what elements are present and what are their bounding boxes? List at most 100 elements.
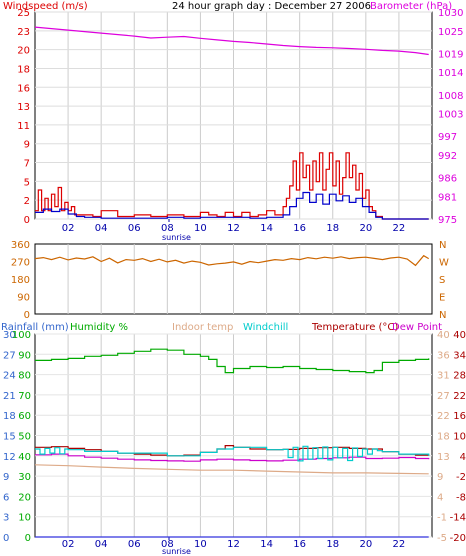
rain-ticks: 0 3 6 9 12 15 18 21 24 27 30: [3, 330, 16, 544]
indoor-tick-label: 9: [437, 472, 443, 483]
hour-tick-label: 20: [359, 539, 372, 550]
hour-tick-label: 02: [62, 223, 75, 234]
sunrise-label-bottom: sunrise: [162, 547, 191, 556]
temperature-ticks: -20 -14 -8 -2 4 10 16 22 28 34 40: [450, 330, 466, 544]
humidity-tick-label: 50: [18, 432, 31, 443]
legend-dewpoint: Dew Point: [392, 322, 442, 333]
hour-tick-label: 04: [95, 539, 108, 550]
temperature-tick-label: 28: [453, 371, 466, 382]
rain-tick-label: 6: [3, 492, 9, 503]
humidity-tick-label: 20: [18, 492, 31, 503]
hour-tick-label: 10: [194, 223, 207, 234]
rain-tick-label: 27: [3, 350, 16, 361]
humidity-tick-label: 70: [18, 391, 31, 402]
rain-tick-label: 3: [3, 513, 9, 524]
hour-tick-label: 08: [161, 539, 174, 550]
humidity-tick-label: 80: [18, 371, 31, 382]
legend-temperature: Temperature (°C): [311, 322, 398, 333]
page-title: 24 hour graph day : December 27 2006: [172, 1, 371, 12]
compass-tick-label: N: [439, 240, 446, 251]
direction-tick-label: 360: [11, 240, 30, 251]
temperature-tick-label: 34: [453, 350, 466, 361]
humidity-tick-label: 90: [18, 350, 31, 361]
hour-tick-label: 08: [161, 223, 174, 234]
indoor-tick-label: 13: [437, 452, 450, 463]
series-line: [35, 348, 430, 374]
direction-tick-label: 180: [11, 275, 30, 286]
legend-humidity: Humidity %: [70, 322, 128, 333]
indoor-tick-label: 40: [437, 330, 450, 341]
indoor-tick-label: 22: [437, 411, 450, 422]
compass-tick-label: W: [439, 258, 449, 269]
series-line: [35, 191, 429, 220]
hour-tick-label: 14: [260, 539, 273, 550]
humidity-tick-label: 30: [18, 472, 31, 483]
hour-tick-label: 20: [359, 223, 372, 234]
windspeed-tick-label: 20: [17, 46, 30, 57]
temperature-tick-label: -14: [450, 513, 466, 524]
direction-tick-label: 90: [17, 293, 30, 304]
legend-windchill: Windchill: [243, 322, 288, 333]
hour-tick-label: 16: [293, 539, 306, 550]
series-line: [35, 152, 429, 220]
indoor-tick-label: 4: [437, 492, 443, 503]
barometer-tick-label: 1019: [438, 49, 463, 60]
series-line: [34, 464, 429, 475]
x-ticks-temperature: 02 04 06 08 10 12 14 16 18 20 22: [62, 539, 406, 550]
hour-tick-label: 04: [95, 223, 108, 234]
windspeed-tick-label: 23: [17, 27, 30, 38]
hour-tick-label: 14: [260, 223, 273, 234]
hour-tick-label: 06: [128, 539, 141, 550]
humidity-tick-label: 60: [18, 411, 31, 422]
grid-temperature: [35, 333, 432, 538]
barometer-tick-label: 1008: [438, 91, 463, 102]
series-line: [34, 26, 429, 56]
hour-tick-label: 12: [227, 539, 240, 550]
rain-tick-label: 12: [3, 452, 16, 463]
windspeed-tick-label: 16: [17, 83, 30, 94]
barometer-tick-label: 1030: [438, 8, 463, 19]
indoor-tick-label: 31: [437, 371, 450, 382]
barometer-tick-label: 975: [438, 215, 457, 226]
right-ticks-barometer: 975 981 986 992 997 1003 1008 1014 1019 1025 1030: [438, 8, 463, 226]
hour-tick-label: 16: [293, 223, 306, 234]
rain-tick-label: 24: [3, 371, 16, 382]
barometer-tick-label: 1025: [438, 27, 463, 38]
indoor-ticks: -5 -1 4 9 13 18 22 27 31 36 40: [437, 330, 450, 544]
humidity-tick-label: 40: [18, 452, 31, 463]
series-line: [35, 453, 430, 462]
compass-tick-label: S: [439, 275, 445, 286]
indoor-tick-label: -5: [437, 533, 447, 544]
barometer-tick-label: 986: [438, 174, 457, 185]
windspeed-tick-label: 11: [17, 121, 30, 132]
temperature-tick-label: -20: [450, 533, 466, 544]
indoor-tick-label: 36: [437, 350, 450, 361]
indoor-tick-label: 27: [437, 391, 450, 402]
direction-tick-label: 270: [11, 258, 30, 269]
indoor-tick-label: 18: [437, 432, 450, 443]
hour-tick-label: 22: [393, 539, 406, 550]
series-wind: [34, 26, 429, 222]
temperature-tick-label: 22: [453, 391, 466, 402]
barometer-tick-label: 1014: [438, 68, 463, 79]
hour-tick-label: 12: [227, 223, 240, 234]
humidity-tick-label: 100: [12, 330, 31, 341]
hour-tick-label: 06: [128, 223, 141, 234]
humidity-tick-label: 0: [25, 533, 31, 544]
windspeed-tick-label: 13: [17, 102, 30, 113]
humidity-ticks: 0 10 20 30 40 50 60 70 80 90 100: [12, 330, 31, 544]
windspeed-tick-label: 0: [24, 215, 30, 226]
temperature-tick-label: -2: [456, 472, 466, 483]
windspeed-axis-label: Windspeed (m/s): [3, 1, 88, 12]
left-ticks-direction: 0 90 180 270 360: [11, 240, 30, 321]
windspeed-tick-label: 2: [24, 196, 30, 207]
barometer-tick-label: 997: [438, 132, 457, 143]
windspeed-tick-label: 18: [17, 64, 30, 75]
series-temperature: [34, 348, 430, 540]
barometer-tick-label: 992: [438, 151, 457, 162]
